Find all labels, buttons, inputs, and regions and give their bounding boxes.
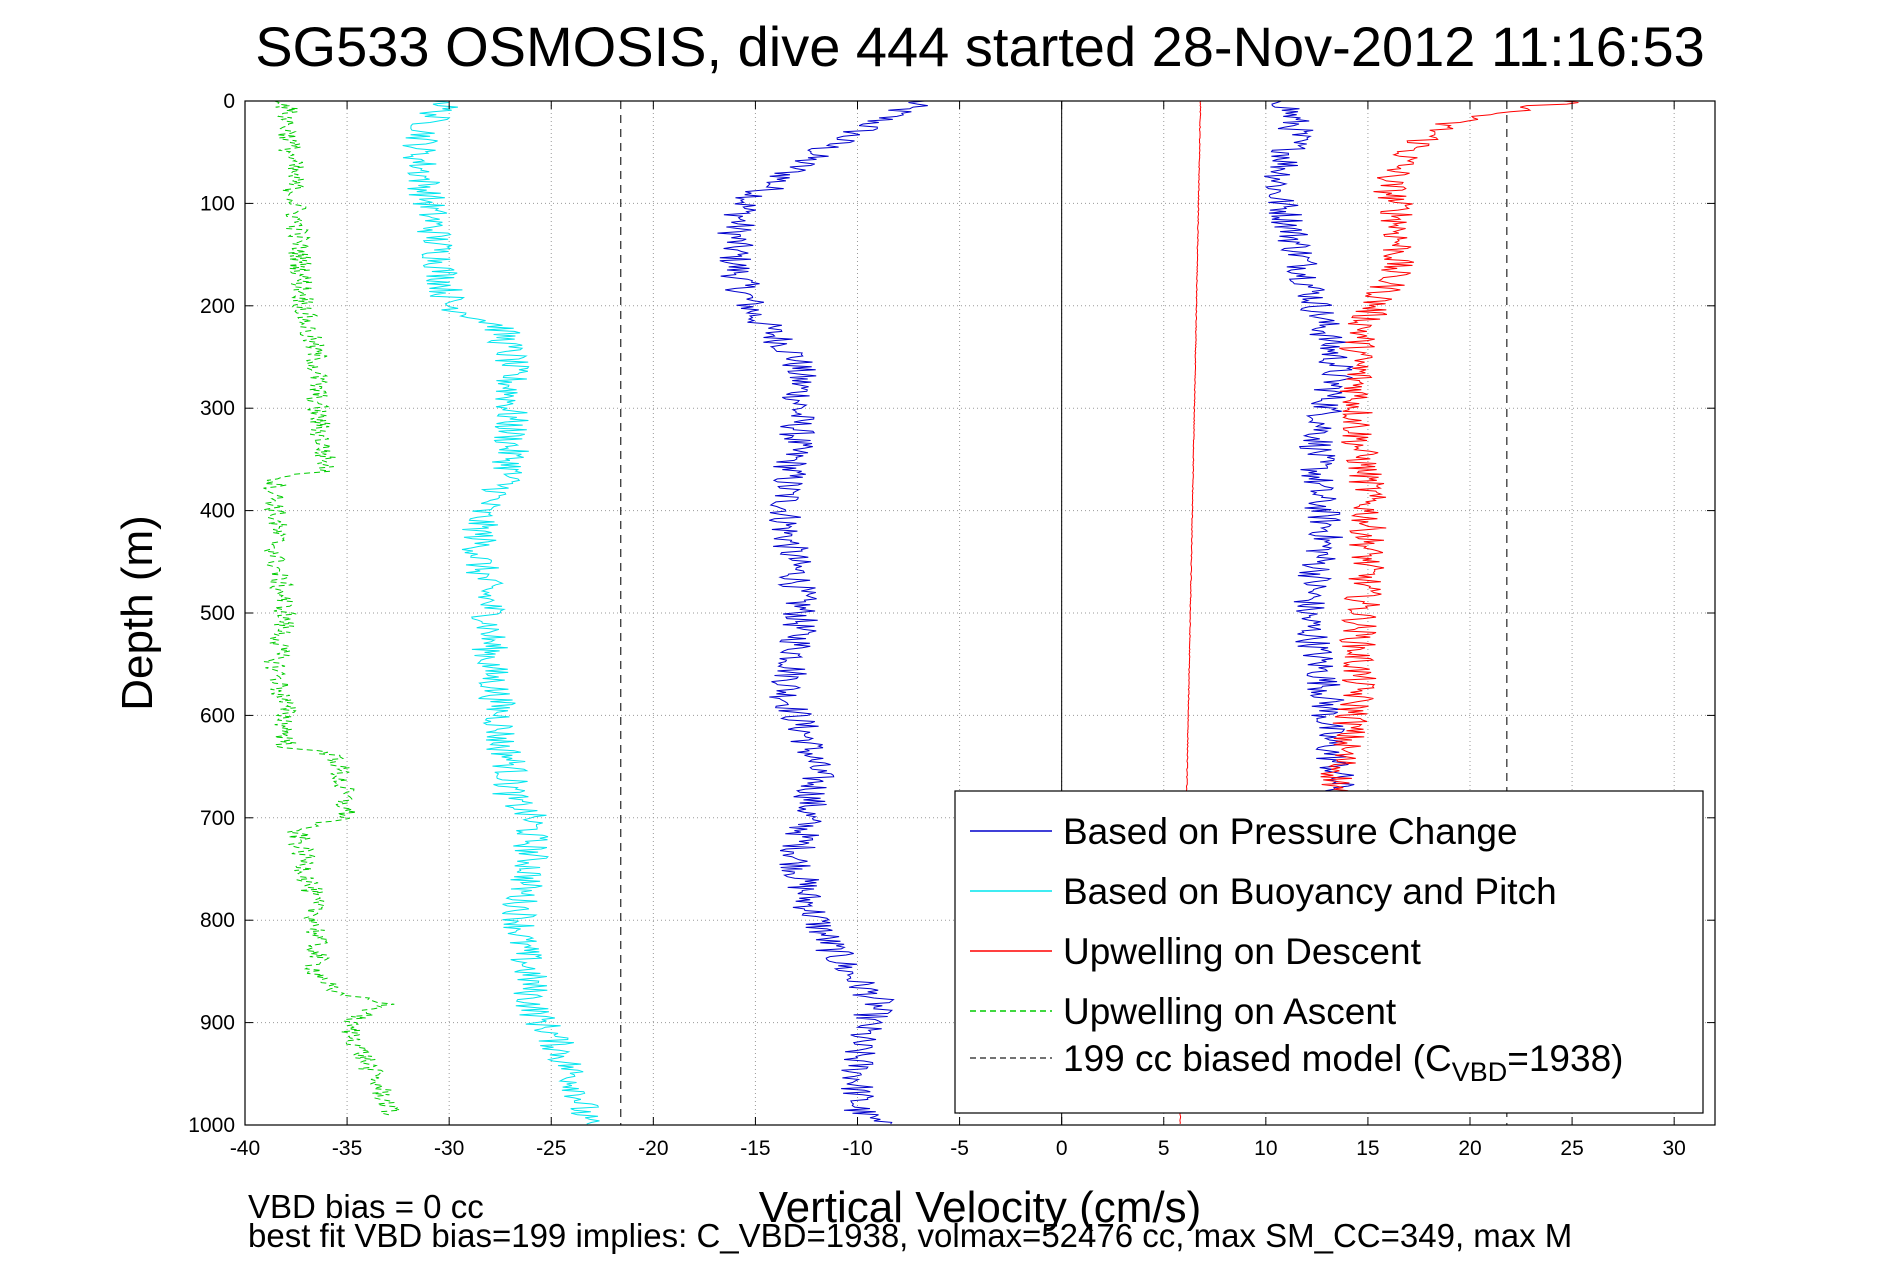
y-tick-label: 400 bbox=[200, 500, 235, 523]
series-4 bbox=[620, 101, 1508, 1125]
x-tick-label: 15 bbox=[1356, 1137, 1379, 1160]
y-axis-label: Depth (m) bbox=[113, 515, 162, 711]
y-tick-label: 200 bbox=[200, 295, 235, 318]
x-tick-label: -30 bbox=[434, 1137, 464, 1160]
x-tick-label: 5 bbox=[1158, 1137, 1170, 1160]
series-3 bbox=[263, 100, 401, 1116]
legend-box bbox=[954, 790, 1704, 1114]
legend-label-4: 199 cc biased model (CVBD=1938) bbox=[1063, 1038, 1623, 1087]
y-tick-label: 100 bbox=[200, 192, 235, 215]
x-tick-label: -10 bbox=[842, 1137, 872, 1160]
series-1 bbox=[402, 100, 600, 1125]
x-tick-label: 0 bbox=[1056, 1137, 1068, 1160]
series-line-2-0 bbox=[1317, 100, 1579, 818]
series-line-0-1 bbox=[1264, 100, 1355, 818]
x-tick-label: 25 bbox=[1560, 1137, 1583, 1160]
best-fit-note: best fit VBD bias=199 implies: C_VBD=193… bbox=[248, 1217, 1572, 1254]
y-tick-label: 0 bbox=[223, 90, 235, 113]
y-tick-label: 500 bbox=[200, 602, 235, 625]
legend-label-2: Upwelling on Descent bbox=[1063, 931, 1422, 972]
x-tick-label: -15 bbox=[740, 1137, 770, 1160]
x-tick-label: -20 bbox=[638, 1137, 668, 1160]
series-line-1-0 bbox=[402, 100, 600, 1125]
series-line-3-0 bbox=[263, 100, 401, 1116]
x-tick-label: -5 bbox=[950, 1137, 969, 1160]
y-tick-label: 900 bbox=[200, 1012, 235, 1035]
series-group bbox=[263, 100, 1579, 1125]
chart-title: SG533 OSMOSIS, dive 444 started 28-Nov-2… bbox=[255, 15, 1705, 78]
vbd-bias-note: VBD bias = 0 cc bbox=[248, 1188, 484, 1225]
series-0 bbox=[717, 100, 1355, 1125]
y-ticks: 0 100 200 300 400 500 600 700 800 900 1000 bbox=[188, 90, 1715, 1137]
legend: Based on Pressure Change Based on Buoyanc… bbox=[954, 790, 1704, 1114]
legend-label-3: Upwelling on Ascent bbox=[1063, 991, 1397, 1032]
x-tick-label: 30 bbox=[1662, 1137, 1685, 1160]
x-tick-label: -40 bbox=[230, 1137, 260, 1160]
series-line-0-0 bbox=[717, 100, 928, 1125]
x-tick-label: 20 bbox=[1458, 1137, 1481, 1160]
y-tick-label: 600 bbox=[200, 704, 235, 727]
x-ticks: -40 -35 -30 -25 -20 -15 -10 -5 0 5 10 15 20 25 30 bbox=[230, 101, 1686, 1160]
x-axis-label: Vertical Velocity (cm/s) bbox=[759, 1183, 1202, 1232]
x-tick-label: 10 bbox=[1254, 1137, 1277, 1160]
y-tick-label: 300 bbox=[200, 397, 235, 420]
legend-label-0: Based on Pressure Change bbox=[1063, 811, 1518, 852]
y-tick-label: 800 bbox=[200, 909, 235, 932]
y-tick-label: 700 bbox=[200, 807, 235, 830]
x-tick-label: -35 bbox=[332, 1137, 362, 1160]
y-tick-label: 1000 bbox=[188, 1114, 235, 1137]
x-tick-label: -25 bbox=[536, 1137, 566, 1160]
legend-label-1: Based on Buoyancy and Pitch bbox=[1063, 871, 1557, 912]
